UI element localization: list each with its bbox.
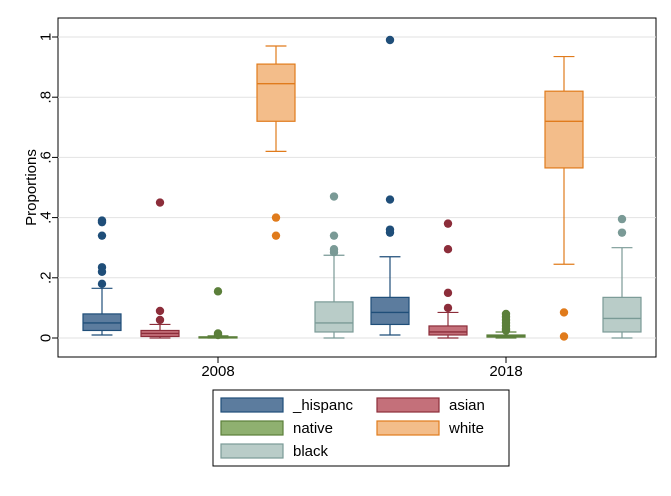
outlier-point: [385, 195, 395, 204]
legend-swatch-asian: [376, 397, 440, 413]
outlier-point: [443, 245, 453, 254]
outlier-point: [385, 225, 395, 234]
outlier-point: [155, 315, 165, 325]
outlier-point: [443, 303, 453, 313]
box-white-2008: [256, 45, 296, 240]
legend-swatch-white: [376, 420, 440, 436]
outlier-point: [559, 308, 569, 317]
outlier-point: [97, 231, 107, 240]
outlier-point: [97, 279, 107, 289]
outlier-point: [271, 231, 281, 240]
plot-frame: [57, 17, 657, 358]
box-white-2018: [544, 55, 584, 341]
outlier-point: [329, 231, 339, 240]
box-iqr: [314, 301, 354, 333]
legend-label: _hispanc: [292, 397, 354, 414]
outlier-point: [443, 219, 453, 228]
legend-label: white: [448, 420, 484, 437]
box-black-2008: [314, 192, 354, 339]
legend-swatch-black: [220, 443, 284, 459]
y-axis-title: Proportions: [23, 149, 40, 226]
box-iqr: [82, 313, 122, 332]
y-tick-label: .8: [38, 91, 55, 104]
legend-label: native: [293, 420, 333, 437]
outlier-point: [271, 213, 281, 222]
box-hispanc-2008: [82, 216, 122, 336]
y-tick-label: .4: [38, 211, 55, 224]
outlier-point: [329, 245, 339, 254]
box-native-2018: [486, 309, 526, 339]
outlier-point: [559, 332, 569, 341]
y-tick-label: 1: [38, 33, 55, 41]
box-iqr: [370, 296, 410, 326]
legend-label: asian: [449, 397, 485, 414]
outlier-point: [385, 35, 395, 45]
outlier-point: [617, 214, 627, 224]
box-iqr: [428, 325, 468, 336]
outlier-point: [443, 288, 453, 298]
outlier-point: [97, 263, 107, 272]
outlier-point: [155, 198, 165, 207]
plot-region: 0 .2 .4 .6 .8 1 Proportions 2008 2018: [23, 17, 657, 380]
box-black-2018: [602, 214, 642, 339]
outlier-point: [617, 228, 627, 237]
box-asian-2008: [140, 198, 180, 339]
box-asian-2018: [428, 219, 468, 339]
legend-label: black: [293, 443, 329, 460]
outlier-point: [97, 216, 107, 225]
legend: _hispanc asian native white black: [212, 389, 510, 467]
y-tick-label: 0: [38, 334, 55, 342]
box-hispanc-2018: [370, 35, 410, 336]
box-iqr: [602, 296, 642, 333]
outlier-point: [213, 287, 223, 296]
outlier-point: [329, 192, 339, 201]
y-tick-label: .6: [38, 151, 55, 164]
x-tick-label: 2008: [201, 363, 234, 380]
legend-swatch-hispanc: [220, 397, 284, 413]
outlier-point: [213, 329, 223, 338]
box-native-2008: [198, 287, 238, 340]
y-tick-label: .2: [38, 272, 55, 285]
box-iqr: [256, 63, 296, 122]
outlier-point: [155, 306, 165, 316]
legend-swatch-native: [220, 420, 284, 436]
x-tick-label: 2018: [489, 363, 522, 380]
box-iqr: [544, 90, 584, 169]
outlier-point: [501, 309, 511, 319]
